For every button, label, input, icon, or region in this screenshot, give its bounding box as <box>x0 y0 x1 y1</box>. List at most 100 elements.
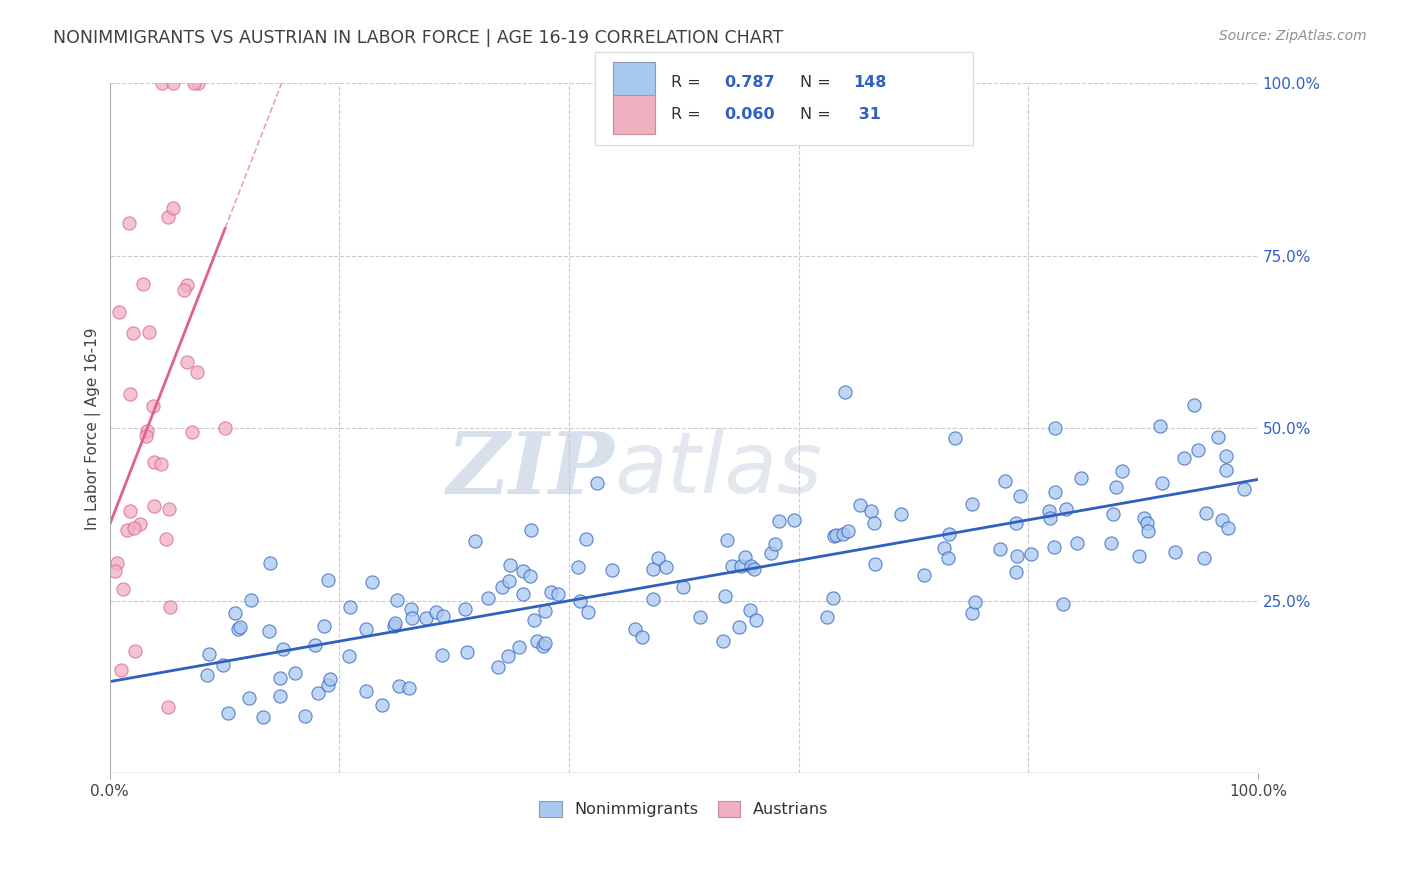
Point <box>1128 549 1150 563</box>
Point <box>142 455 165 469</box>
Point <box>156 211 179 225</box>
Point <box>1019 548 1042 562</box>
Point <box>600 563 623 577</box>
Point <box>768 514 790 528</box>
Point <box>252 709 274 723</box>
Point <box>1099 536 1122 550</box>
Point <box>512 587 534 601</box>
Point <box>198 647 221 661</box>
Point <box>138 325 160 339</box>
Text: NONIMMIGRANTS VS AUSTRIAN IN LABOR FORCE | AGE 16-19 CORRELATION CHART: NONIMMIGRANTS VS AUSTRIAN IN LABOR FORCE… <box>53 29 783 46</box>
Point <box>118 216 141 230</box>
Point <box>569 594 592 608</box>
Point <box>586 476 609 491</box>
Point <box>647 550 669 565</box>
Point <box>1206 430 1229 444</box>
Point <box>183 77 205 91</box>
Point <box>157 502 180 516</box>
Point <box>176 354 198 368</box>
Point <box>567 560 589 574</box>
Point <box>547 587 569 601</box>
Point <box>304 638 326 652</box>
Point <box>239 592 262 607</box>
Point <box>157 700 180 714</box>
Text: 0.060: 0.060 <box>724 107 775 121</box>
Point <box>631 630 654 644</box>
Text: ZIP: ZIP <box>447 428 614 511</box>
Text: Source: ZipAtlas.com: Source: ZipAtlas.com <box>1219 29 1367 43</box>
Point <box>534 604 557 618</box>
Point <box>159 600 181 615</box>
Point <box>960 606 983 620</box>
Point <box>142 500 165 514</box>
Point <box>294 708 316 723</box>
Point <box>1137 524 1160 538</box>
Point <box>963 595 986 609</box>
Point <box>229 620 252 634</box>
Point <box>522 613 544 627</box>
Point <box>316 573 339 587</box>
Point <box>316 678 339 692</box>
Point <box>740 558 762 573</box>
Text: 148: 148 <box>853 75 887 89</box>
Point <box>641 561 664 575</box>
Point <box>1052 597 1074 611</box>
Point <box>1182 398 1205 412</box>
Point <box>689 610 711 624</box>
Point <box>932 541 955 556</box>
Point <box>226 623 249 637</box>
Point <box>1150 476 1173 491</box>
Legend: Nonimmigrants, Austrians: Nonimmigrants, Austrians <box>533 795 835 823</box>
Point <box>142 399 165 413</box>
Point <box>135 428 157 442</box>
Point <box>195 668 218 682</box>
Point <box>624 622 647 636</box>
Point <box>1045 485 1067 500</box>
Point <box>432 608 454 623</box>
Y-axis label: In Labor Force | Age 16-19: In Labor Force | Age 16-19 <box>86 327 101 530</box>
Point <box>1007 549 1029 563</box>
Point <box>540 585 562 599</box>
Point <box>284 665 307 680</box>
Point <box>124 644 146 658</box>
Point <box>456 645 478 659</box>
Point <box>1215 450 1237 464</box>
Point <box>257 624 280 638</box>
Point <box>655 559 678 574</box>
Point <box>401 602 423 616</box>
Point <box>1215 463 1237 477</box>
Point <box>486 659 509 673</box>
Point <box>1195 507 1218 521</box>
Point <box>960 497 983 511</box>
Point <box>1070 471 1092 485</box>
Point <box>1102 507 1125 521</box>
Point <box>994 475 1017 489</box>
Point <box>1010 489 1032 503</box>
Point <box>212 658 235 673</box>
Point <box>120 503 142 517</box>
Point <box>115 523 138 537</box>
Point <box>162 77 184 91</box>
Point <box>110 663 132 677</box>
Point <box>120 387 142 401</box>
Point <box>943 431 966 445</box>
Point <box>761 546 783 560</box>
Point <box>454 602 477 616</box>
Point <box>508 640 530 655</box>
Point <box>1043 421 1066 435</box>
Text: N =: N = <box>800 107 837 121</box>
Point <box>526 634 548 648</box>
Text: R =: R = <box>671 75 706 89</box>
Point <box>136 425 159 439</box>
Point <box>224 607 246 621</box>
Point <box>187 77 209 91</box>
Point <box>398 681 420 695</box>
Point <box>534 635 557 649</box>
Point <box>121 326 143 341</box>
Point <box>1005 565 1028 579</box>
Point <box>464 533 486 548</box>
Point <box>742 562 765 576</box>
Point <box>337 648 360 663</box>
Point <box>1111 464 1133 478</box>
Point <box>384 615 406 630</box>
